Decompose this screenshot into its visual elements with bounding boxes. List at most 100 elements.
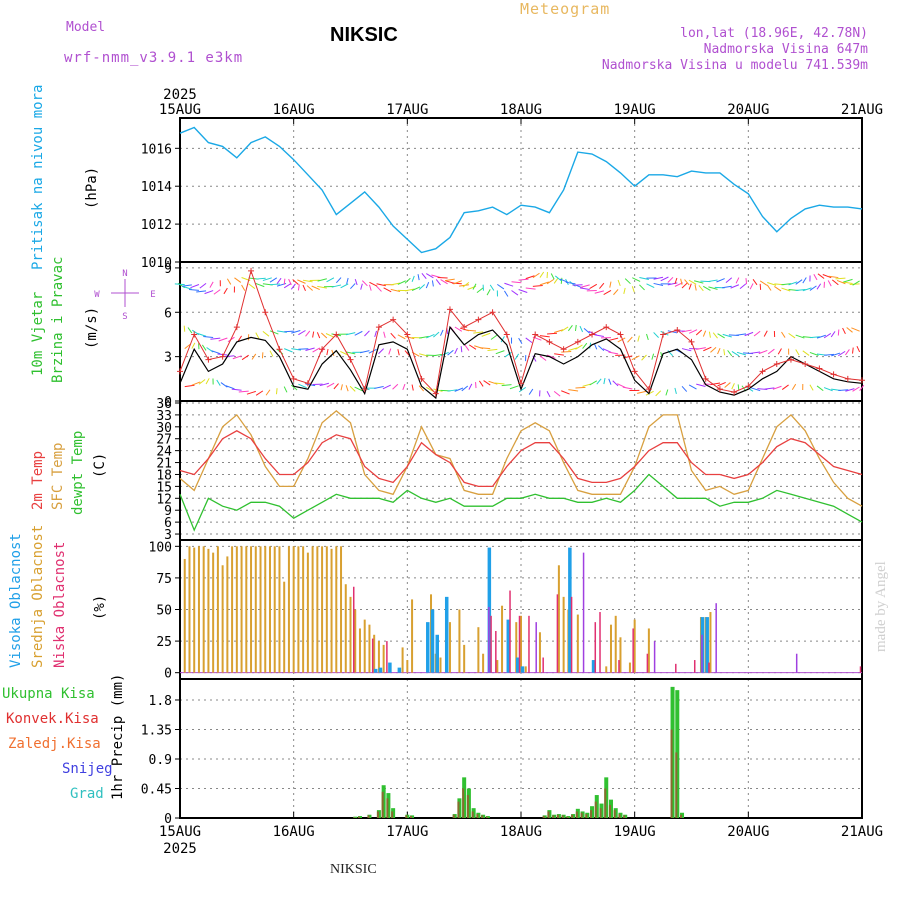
- wind-vector: [717, 333, 725, 339]
- precip-bar-conv: [566, 816, 569, 818]
- wind-vector: [421, 272, 427, 280]
- wind-vector: [204, 290, 214, 295]
- wind-vector: [763, 330, 768, 337]
- model-elevation-label: Nadmorska Visina u modelu 741.539m: [601, 58, 868, 73]
- cloud-bar-mid: [382, 644, 385, 673]
- wind-vector: [781, 283, 792, 286]
- cloud-bar-mid: [302, 546, 305, 673]
- precip-bar-conv: [547, 811, 550, 818]
- wind-gust-marker: [560, 346, 567, 353]
- wind-vector: [681, 282, 688, 289]
- wind-vector: [340, 283, 349, 289]
- wind-gust-marker: [859, 377, 865, 384]
- wind-vector: [283, 283, 292, 289]
- wind-vector: [404, 335, 415, 340]
- wind-vector: [737, 384, 740, 391]
- wind-vector: [468, 344, 477, 350]
- precip-bar-conv: [391, 811, 394, 818]
- wind-vector: [440, 279, 448, 285]
- wind-vector: [554, 353, 564, 356]
- wind-vector: [234, 277, 242, 283]
- cloud-bar-high: [516, 657, 520, 673]
- ytick-label-precip: 1.8: [149, 694, 172, 709]
- wind-vector: [419, 335, 429, 339]
- wind-vector: [745, 386, 754, 392]
- cloud-bar-mid: [373, 634, 376, 673]
- cloud-bar-mid: [349, 596, 352, 673]
- wind-gust-marker: [233, 324, 240, 331]
- wind-vector: [745, 278, 748, 285]
- wind-gust-marker: [731, 389, 738, 396]
- wind-vector: [454, 387, 464, 392]
- wind-vector: [528, 388, 534, 395]
- wind-vector: [802, 277, 807, 284]
- cloud-bar-low: [528, 615, 530, 673]
- wind-vector: [688, 329, 698, 334]
- wind-gust-marker: [816, 365, 823, 372]
- wind-vector: [781, 331, 786, 338]
- wind-gust-marker: [347, 356, 354, 363]
- cloud-bar-low: [509, 590, 511, 673]
- wind-vector: [613, 289, 619, 296]
- wind-vector: [724, 382, 731, 388]
- wind-vector: [553, 390, 561, 397]
- wind-vector: [349, 385, 356, 392]
- wind-vector: [681, 348, 692, 352]
- station-title: NIKSIC: [330, 24, 398, 46]
- wind-vector: [490, 334, 498, 340]
- cloud-bar-low: [352, 586, 355, 673]
- compass-label: N: [122, 269, 127, 279]
- wind-vector: [674, 277, 678, 285]
- precip-bar-conv: [481, 815, 484, 818]
- wind-vector: [333, 383, 339, 390]
- wind-vector: [684, 279, 690, 286]
- precip-bar-conv: [353, 817, 356, 818]
- wind-vector: [696, 383, 706, 387]
- wind-vector: [694, 280, 704, 284]
- wind-vector: [226, 278, 232, 285]
- wind-vector: [623, 287, 626, 294]
- wind-vector: [209, 281, 214, 288]
- wind-gust-marker: [475, 316, 482, 323]
- wind-vector: [660, 276, 669, 282]
- wind-vector: [378, 348, 385, 355]
- wind-vector: [514, 353, 520, 360]
- cloud-bar-low: [708, 662, 710, 673]
- footer-station: NIKSIC: [330, 862, 377, 877]
- wind-vector: [262, 277, 272, 282]
- wind-gust-marker: [290, 375, 297, 382]
- wind-vector: [838, 350, 846, 357]
- wind-vector: [816, 334, 826, 339]
- cloud-bar-mid: [335, 546, 338, 673]
- wind-vector: [331, 349, 335, 356]
- wind-vector: [568, 347, 578, 352]
- cloud-bar-mid: [358, 628, 361, 673]
- wind-vector: [722, 333, 732, 338]
- cloud-bar-high: [373, 668, 378, 673]
- wind-vector: [265, 389, 271, 396]
- wind-vector: [288, 278, 292, 286]
- wind-vector: [824, 353, 835, 356]
- ytick-label-precip: 0.9: [149, 753, 172, 768]
- precip-bar-conv: [485, 816, 488, 818]
- wind-vector: [622, 386, 633, 390]
- wind-vector: [354, 386, 363, 392]
- wind-vector: [846, 327, 853, 333]
- time-label-top: 18AUG: [500, 102, 542, 118]
- wind-vector: [599, 282, 605, 289]
- wind-vector: [731, 351, 740, 357]
- cloud-bar-high: [520, 666, 525, 673]
- wind-vector: [518, 337, 523, 345]
- wind-vector: [473, 331, 484, 334]
- wind-gust-marker: [645, 386, 652, 393]
- wind-vector: [802, 350, 810, 356]
- wind-vector: [184, 343, 192, 350]
- wind-vector: [183, 325, 186, 332]
- cloud-bar-high: [568, 547, 572, 673]
- panel-frame-temperature: [179, 400, 863, 541]
- wind-vector: [312, 347, 321, 353]
- wind-gust-marker: [461, 324, 468, 331]
- wind-vector: [809, 336, 820, 339]
- wind-vector: [451, 282, 462, 285]
- wind-vector: [404, 350, 410, 357]
